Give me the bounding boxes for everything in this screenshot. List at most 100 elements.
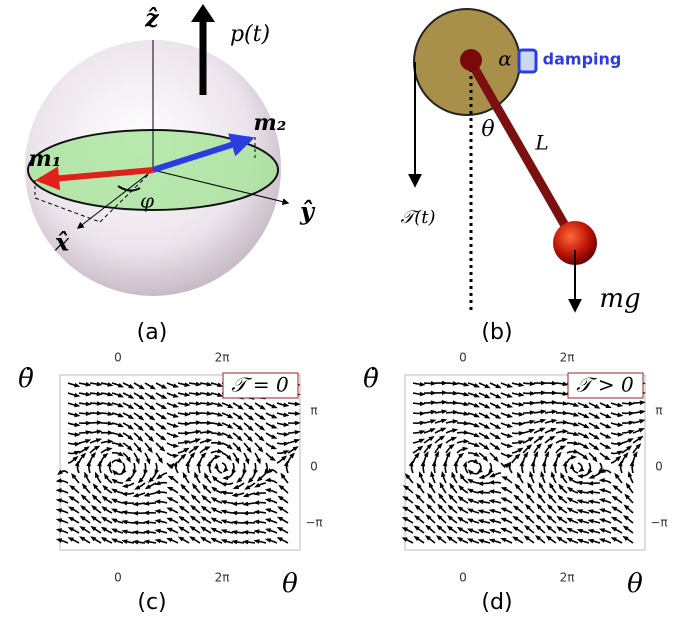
stream-arrowhead bbox=[494, 434, 502, 440]
stream-arrowhead bbox=[127, 424, 134, 430]
stream-arrowhead bbox=[85, 430, 92, 435]
stream-arrowhead bbox=[473, 422, 481, 428]
stream-arrowhead bbox=[527, 482, 533, 489]
stream-arrowhead bbox=[283, 460, 289, 467]
stream-arrowhead bbox=[439, 435, 446, 441]
panel-b: α damping θ L 𝒯(t) mg (b) bbox=[400, 8, 641, 345]
stream-arrowhead bbox=[256, 476, 263, 482]
stream-arrowhead bbox=[494, 445, 501, 451]
stream-arrowhead bbox=[473, 451, 480, 457]
stream-arrowhead bbox=[488, 508, 495, 514]
stream-arrowhead bbox=[402, 496, 409, 501]
legend-label: 𝒯 = 0 bbox=[231, 373, 289, 397]
stream-arrowhead bbox=[121, 519, 128, 525]
stream-arrowhead bbox=[547, 443, 554, 449]
stream-arrowhead bbox=[408, 460, 414, 467]
stream-arrowhead bbox=[166, 507, 173, 512]
stream-arrowhead bbox=[467, 508, 474, 514]
stream-arrowhead bbox=[451, 471, 456, 478]
stream-arrowhead bbox=[594, 404, 601, 409]
stream-arrowhead bbox=[617, 412, 624, 418]
stream-arrowhead bbox=[428, 481, 434, 489]
stream-arrowhead bbox=[612, 484, 619, 491]
stream-arrowhead bbox=[495, 424, 502, 429]
stream-arrowhead bbox=[138, 384, 145, 390]
stream-arrowhead bbox=[593, 434, 600, 440]
stream-arrowhead bbox=[628, 429, 635, 435]
stream-arrowhead bbox=[507, 443, 514, 449]
stream-arrowhead bbox=[83, 446, 90, 452]
stream-arrowhead bbox=[500, 527, 507, 533]
stream-arrowhead bbox=[149, 415, 156, 421]
stream-arrowhead bbox=[67, 506, 75, 512]
stream-arrowhead bbox=[616, 450, 624, 456]
stream-arrowhead bbox=[201, 494, 208, 501]
stream-arrowhead bbox=[549, 435, 556, 441]
stream-arrowhead bbox=[463, 438, 470, 444]
stream-arrowhead bbox=[67, 516, 75, 522]
stream-arrowhead bbox=[605, 403, 612, 409]
stream-arrowhead bbox=[598, 528, 606, 533]
stream-arrowhead bbox=[452, 390, 459, 396]
stream-arrowhead bbox=[556, 526, 563, 532]
stream-arrowhead bbox=[573, 449, 580, 454]
stream-arrowhead bbox=[247, 436, 254, 443]
stream-arrowhead bbox=[96, 381, 103, 387]
stream-arrowhead bbox=[477, 490, 484, 495]
stream-arrowhead bbox=[178, 526, 185, 532]
stream-arrowhead bbox=[628, 401, 635, 407]
stream-arrowhead bbox=[546, 503, 553, 510]
stream-arrowhead bbox=[562, 391, 569, 396]
stream-arrowhead bbox=[551, 380, 558, 386]
stream-arrowhead bbox=[414, 452, 420, 459]
stream-arrowhead bbox=[74, 432, 81, 437]
stream-arrowhead bbox=[204, 446, 211, 451]
stream-arrowhead bbox=[540, 470, 545, 478]
stream-arrowhead bbox=[280, 472, 286, 479]
stream-arrowhead bbox=[79, 505, 86, 511]
stream-arrowhead bbox=[214, 462, 219, 469]
stream-arrowhead bbox=[172, 403, 180, 408]
stream-arrowhead bbox=[599, 468, 606, 474]
damping-label: damping bbox=[543, 50, 622, 69]
stream-arrowhead bbox=[259, 404, 266, 410]
stream-arrowhead bbox=[535, 514, 542, 520]
stream-arrowhead bbox=[458, 484, 464, 491]
stream-arrowhead bbox=[434, 450, 440, 458]
stream-arrowhead bbox=[587, 481, 594, 486]
right-tick-label: −π bbox=[305, 515, 322, 529]
stream-arrowhead bbox=[425, 524, 432, 531]
stream-arrowhead bbox=[488, 528, 495, 534]
stream-arrowhead bbox=[154, 480, 161, 486]
stream-arrowhead bbox=[583, 423, 590, 429]
stream-arrowhead bbox=[573, 412, 580, 417]
stream-arrowhead bbox=[530, 460, 536, 467]
stream-arrowhead bbox=[264, 477, 271, 483]
stream-arrowhead bbox=[168, 462, 175, 469]
stream-arrowhead bbox=[237, 425, 244, 431]
stream-arrowhead bbox=[587, 509, 594, 514]
stream-arrowhead bbox=[154, 489, 161, 495]
stream-arrowhead bbox=[436, 524, 443, 531]
stream-arrowhead bbox=[514, 483, 521, 490]
stream-arrowhead bbox=[206, 401, 213, 406]
stream-arrowhead bbox=[635, 443, 642, 450]
stream-arrowhead bbox=[638, 428, 645, 433]
stream-arrowhead bbox=[419, 401, 426, 407]
stream-arrowhead bbox=[562, 381, 569, 387]
stream-arrowhead bbox=[79, 515, 86, 521]
stream-arrowhead bbox=[74, 392, 81, 398]
stream-arrowhead bbox=[452, 381, 459, 386]
stream-arrowhead bbox=[517, 447, 524, 453]
stream-arrowhead bbox=[178, 516, 185, 522]
stream-arrowhead bbox=[264, 528, 272, 533]
stream-arrowhead bbox=[206, 410, 213, 416]
stream-arrowhead bbox=[184, 392, 191, 397]
stream-arrowhead bbox=[605, 423, 612, 429]
stream-arrowhead bbox=[456, 537, 463, 542]
stream-arrowhead bbox=[172, 393, 180, 398]
stream-arrowhead bbox=[145, 458, 151, 465]
stream-arrowhead bbox=[544, 450, 550, 458]
stream-arrowhead bbox=[624, 493, 631, 500]
stream-arrowhead bbox=[259, 425, 266, 431]
